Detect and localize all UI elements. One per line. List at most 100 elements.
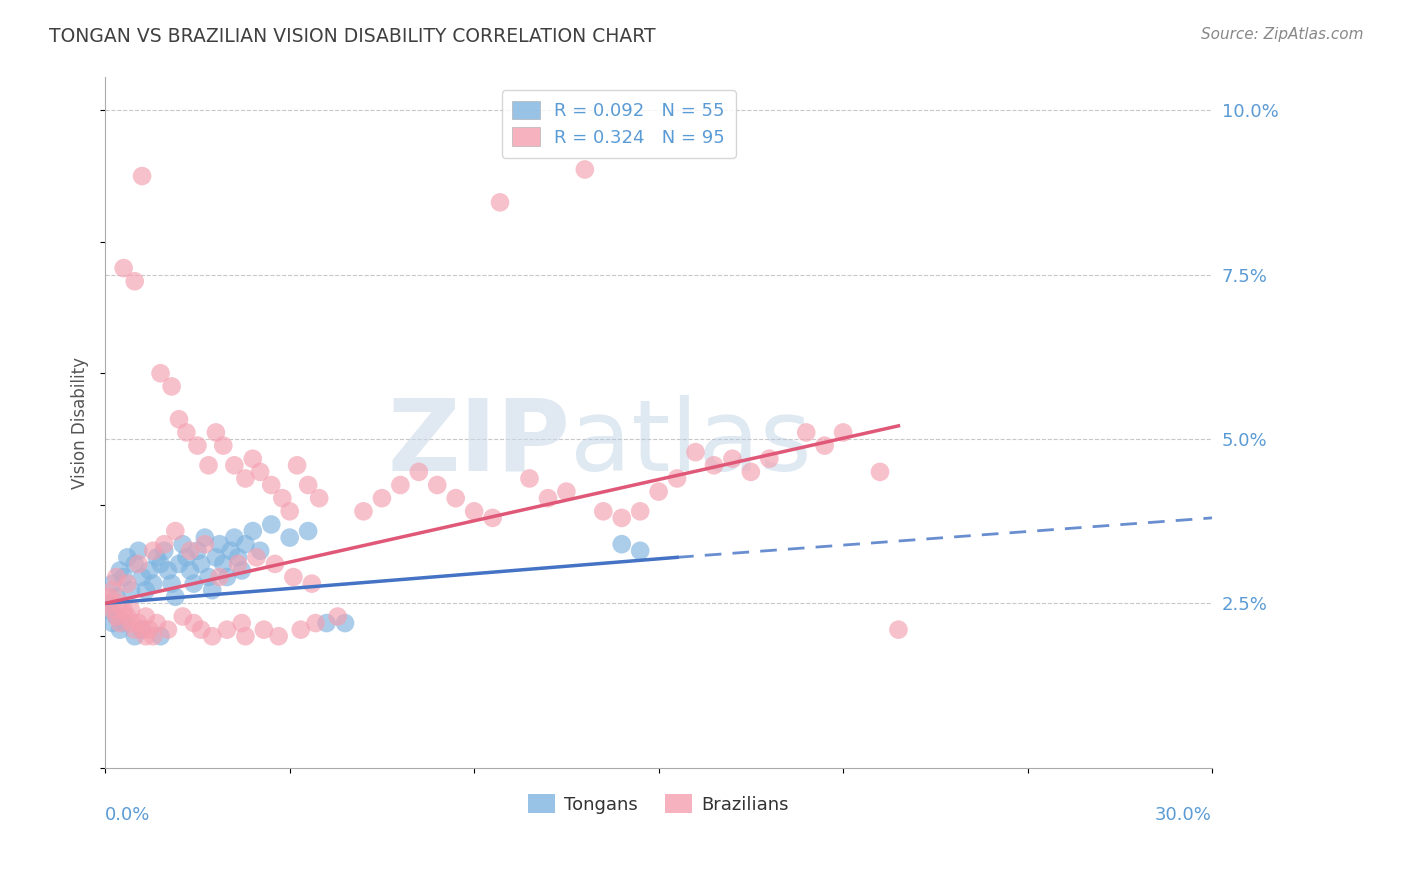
Point	[215, 623, 238, 637]
Point	[226, 557, 249, 571]
Point	[740, 465, 762, 479]
Point	[555, 484, 578, 499]
Point	[97, 590, 120, 604]
Point	[814, 439, 837, 453]
Point	[149, 629, 172, 643]
Point	[105, 609, 128, 624]
Point	[242, 524, 264, 538]
Point	[156, 623, 179, 637]
Point	[242, 451, 264, 466]
Point	[224, 458, 246, 473]
Point	[215, 570, 238, 584]
Point	[97, 596, 120, 610]
Point	[167, 557, 190, 571]
Point	[703, 458, 725, 473]
Point	[124, 274, 146, 288]
Point	[426, 478, 449, 492]
Point	[120, 616, 142, 631]
Text: Source: ZipAtlas.com: Source: ZipAtlas.com	[1201, 27, 1364, 42]
Point	[97, 603, 120, 617]
Point	[489, 195, 512, 210]
Point	[205, 425, 228, 440]
Point	[519, 471, 541, 485]
Point	[142, 576, 165, 591]
Point	[271, 491, 294, 505]
Point	[592, 504, 614, 518]
Point	[135, 583, 157, 598]
Point	[131, 623, 153, 637]
Point	[146, 616, 169, 631]
Point	[212, 439, 235, 453]
Text: TONGAN VS BRAZILIAN VISION DISABILITY CORRELATION CHART: TONGAN VS BRAZILIAN VISION DISABILITY CO…	[49, 27, 655, 45]
Point	[235, 471, 257, 485]
Point	[127, 557, 149, 571]
Point	[249, 543, 271, 558]
Point	[160, 379, 183, 393]
Point	[647, 484, 669, 499]
Point	[194, 531, 217, 545]
Point	[235, 629, 257, 643]
Point	[120, 603, 142, 617]
Point	[245, 550, 267, 565]
Point	[146, 550, 169, 565]
Point	[794, 425, 817, 440]
Point	[283, 570, 305, 584]
Point	[97, 596, 120, 610]
Point	[105, 570, 128, 584]
Point	[463, 504, 485, 518]
Point	[260, 517, 283, 532]
Point	[260, 478, 283, 492]
Point	[231, 564, 253, 578]
Point	[628, 543, 651, 558]
Point	[176, 550, 198, 565]
Point	[212, 557, 235, 571]
Point	[197, 458, 219, 473]
Point	[101, 616, 124, 631]
Point	[190, 623, 212, 637]
Point	[219, 543, 242, 558]
Point	[105, 590, 128, 604]
Point	[160, 576, 183, 591]
Point	[226, 550, 249, 565]
Point	[610, 511, 633, 525]
Point	[537, 491, 560, 505]
Point	[131, 623, 153, 637]
Point	[131, 169, 153, 183]
Text: 0.0%: 0.0%	[105, 805, 150, 823]
Point	[138, 564, 160, 578]
Point	[389, 478, 412, 492]
Point	[120, 583, 142, 598]
Point	[315, 616, 337, 631]
Point	[172, 537, 194, 551]
Point	[267, 629, 290, 643]
Point	[142, 543, 165, 558]
Point	[224, 531, 246, 545]
Point	[308, 491, 330, 505]
Point	[105, 609, 128, 624]
Point	[153, 543, 176, 558]
Point	[108, 596, 131, 610]
Point	[186, 439, 208, 453]
Text: ZIP: ZIP	[387, 395, 569, 491]
Point	[481, 511, 503, 525]
Point	[124, 557, 146, 571]
Point	[108, 623, 131, 637]
Point	[264, 557, 287, 571]
Point	[278, 504, 301, 518]
Point	[333, 616, 356, 631]
Point	[685, 445, 707, 459]
Point	[101, 583, 124, 598]
Point	[108, 616, 131, 631]
Point	[197, 570, 219, 584]
Point	[278, 531, 301, 545]
Point	[190, 557, 212, 571]
Point	[112, 570, 135, 584]
Point	[108, 564, 131, 578]
Point	[201, 629, 224, 643]
Point	[253, 623, 276, 637]
Point	[101, 576, 124, 591]
Point	[149, 557, 172, 571]
Point	[186, 543, 208, 558]
Point	[610, 537, 633, 551]
Point	[142, 629, 165, 643]
